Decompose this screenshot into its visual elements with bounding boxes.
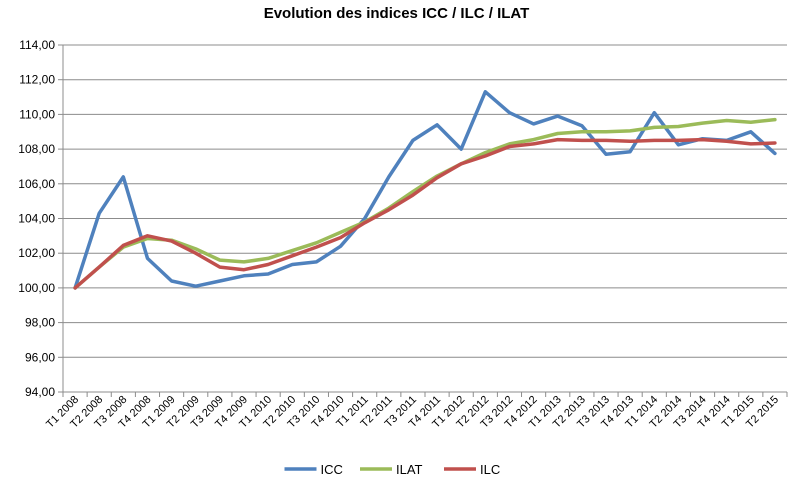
legend-label-icc: ICC: [321, 462, 343, 477]
y-tick-label: 112,00: [19, 73, 55, 87]
y-tick-label: 114,00: [19, 38, 55, 52]
series-line-ilat: [73, 117, 777, 290]
y-tick-label: 106,00: [18, 177, 55, 191]
series-line-icc: [73, 90, 777, 290]
y-tick-label: 96,00: [25, 350, 55, 364]
y-tick-label: 108,00: [18, 142, 55, 156]
chart-title: Evolution des indices ICC / ILC / ILAT: [263, 5, 530, 22]
y-tick-label: 102,00: [18, 246, 55, 260]
y-tick-label: 98,00: [25, 316, 55, 330]
y-tick-label: 104,00: [18, 212, 55, 226]
y-tick-label: 94,00: [25, 385, 55, 399]
legend-label-ilc: ILC: [480, 462, 500, 477]
series-line-ilc: [73, 137, 777, 290]
legend-label-ilat: ILAT: [396, 462, 423, 477]
y-tick-label: 110,00: [19, 107, 55, 121]
y-tick-label: 100,00: [18, 281, 55, 295]
